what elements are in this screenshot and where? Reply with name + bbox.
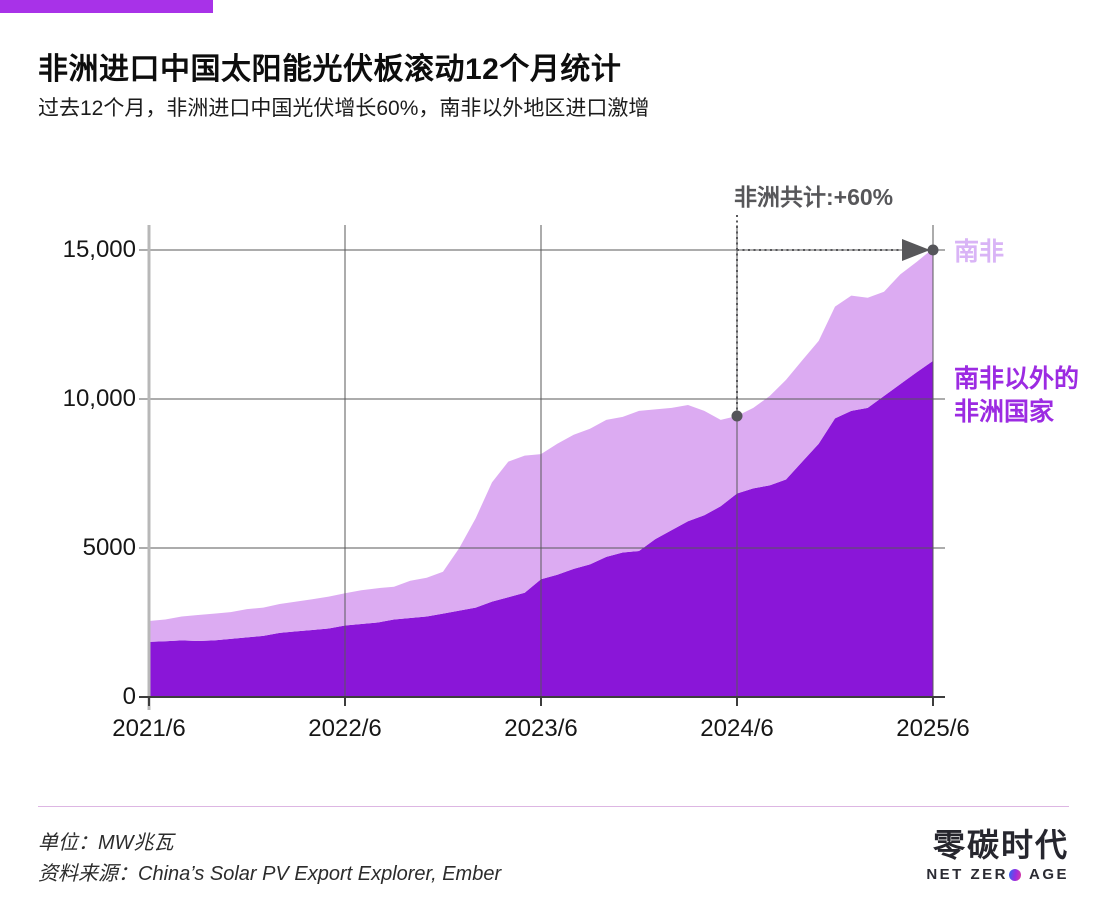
x-axis-tick-2021-6: 2021/6	[112, 715, 186, 742]
annotation-start-dot	[731, 410, 743, 422]
logo-english-left: NET ZER	[926, 866, 1008, 883]
x-axis-tick-2025-6: 2025/6	[896, 715, 970, 742]
x-axis-tick-2022-6: 2022/6	[308, 715, 382, 742]
page-title: 非洲进口中国太阳能光伏板滚动12个月统计	[38, 53, 622, 86]
series-label-non-south-africa-line2: 非洲国家	[954, 398, 1055, 426]
footer-unit-note: 单位：MW兆瓦	[38, 832, 174, 854]
brand-bar	[0, 0, 213, 13]
series-label-non-south-africa: 南非以外的 非洲国家	[954, 363, 1079, 429]
x-axis-tick-2024-6: 2024/6	[700, 715, 774, 742]
footer-divider	[38, 806, 1069, 807]
annotation-arrowhead-icon	[902, 239, 930, 261]
y-axis-tick-10000: 10,000	[62, 385, 136, 412]
y-axis-tick-5000: 5000	[82, 534, 136, 561]
series-label-south-africa: 南非	[954, 238, 1005, 266]
series-label-non-south-africa-line1: 南非以外的	[954, 365, 1080, 393]
logo-gradient-o-icon	[1008, 869, 1021, 881]
y-axis-tick-0: 0	[122, 683, 136, 710]
x-axis-tick-2023-6: 2023/6	[504, 715, 578, 742]
page-subtitle: 过去12个月，非洲进口中国光伏增长60%，南非以外地区进口激增	[38, 97, 650, 120]
annotation-total-growth-label: 非洲共计:+60%	[734, 184, 894, 210]
y-axis-tick-15000: 15,000	[62, 236, 136, 263]
logo-english-wordmark: NET ZER AGE	[926, 866, 1069, 884]
annotation-end-dot	[927, 244, 939, 256]
footer-source-note: 资料来源：China’s Solar PV Export Explorer, E…	[38, 863, 502, 885]
logo-chinese-wordmark: 零碳时代	[932, 827, 1069, 863]
logo-english-right: AGE	[1028, 866, 1069, 883]
netzeroage-logo: 零碳时代 NET ZER AGE	[926, 827, 1069, 884]
